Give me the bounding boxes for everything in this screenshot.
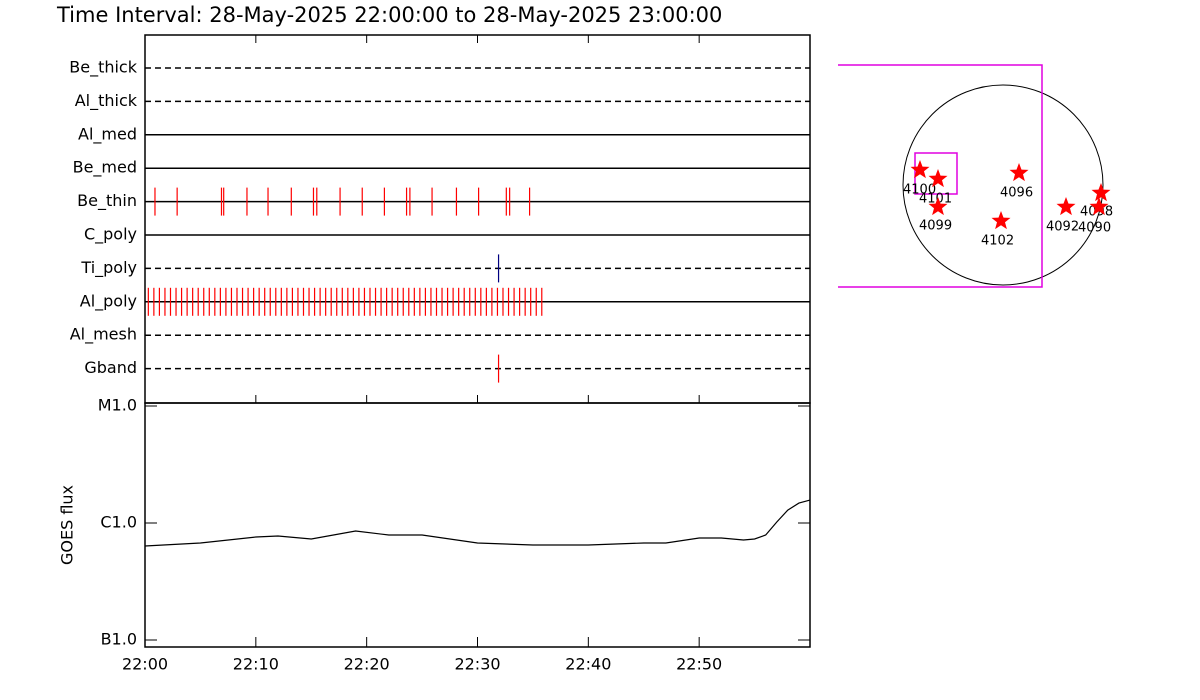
region-label: 4102: [981, 234, 1014, 249]
row-label: Al_med: [78, 124, 137, 144]
region-star: [1091, 183, 1111, 202]
region-label: 4096: [1000, 186, 1033, 201]
row-label: Ti_poly: [80, 258, 137, 278]
region-star: [1056, 197, 1076, 216]
fov-box: [838, 64, 1043, 288]
x-tick-label: 22:20: [344, 655, 390, 674]
row-label: Be_med: [73, 158, 137, 178]
x-tick-label: 22:30: [454, 655, 500, 674]
region-star: [1089, 197, 1109, 216]
row-label: Al_mesh: [70, 325, 137, 345]
row-label: Al_poly: [80, 291, 137, 311]
region-star: [1009, 163, 1029, 182]
goes-curve: [144, 499, 811, 547]
x-tick-label: 22:10: [233, 655, 279, 674]
region-star: [928, 169, 948, 188]
y-tick-label: M1.0: [98, 396, 137, 415]
row-label: C_poly: [84, 225, 137, 245]
region-label: 4092: [1046, 220, 1079, 235]
y-tick-label: C1.0: [100, 513, 137, 532]
fov-box-small: [914, 152, 958, 195]
x-tick-label: 22:40: [565, 655, 611, 674]
chart-title: Time Interval: 28-May-2025 22:00:00 to 2…: [56, 3, 722, 27]
row-label: Be_thin: [77, 191, 137, 211]
region-label: 4090: [1078, 221, 1111, 236]
y-axis-label: GOES flux: [58, 485, 77, 565]
region-label: 4101: [919, 192, 952, 207]
x-tick-label: 22:50: [676, 655, 722, 674]
row-label: Gband: [84, 358, 137, 377]
region-label: 4099: [919, 219, 952, 234]
row-label: Be_thick: [69, 58, 137, 78]
region-star: [928, 197, 948, 216]
x-tick-label: 22:00: [122, 655, 168, 674]
region-label: 4100: [903, 183, 936, 198]
solar-disk: [902, 84, 1104, 286]
sun-map: [838, 64, 1104, 288]
y-tick-label: B1.0: [101, 630, 137, 649]
region-star: [991, 211, 1011, 230]
region-star: [910, 160, 930, 179]
row-label: Al_thick: [75, 91, 138, 111]
